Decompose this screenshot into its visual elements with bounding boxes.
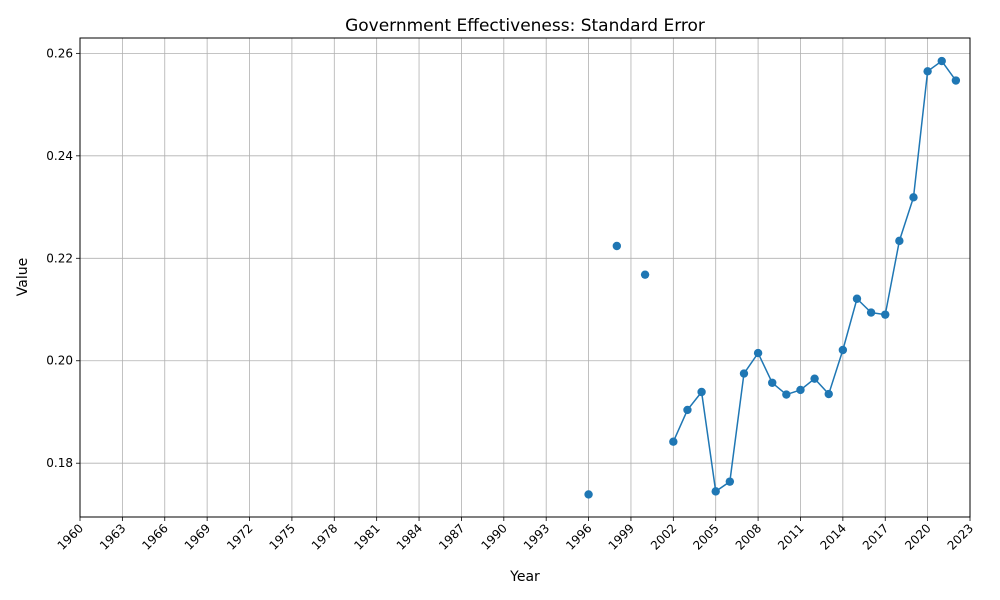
x-tick-label: 1981 (351, 521, 382, 552)
x-tick-label: 1999 (606, 521, 637, 552)
x-tick-label: 1984 (394, 521, 425, 552)
x-tick-label: 2011 (775, 521, 806, 552)
data-point (612, 241, 622, 251)
data-point (838, 345, 848, 355)
data-point (824, 389, 833, 399)
x-tick-label: 1987 (436, 521, 467, 552)
chart-title: Government Effectiveness: Standard Error (345, 16, 705, 36)
x-tick-label: 1990 (478, 521, 509, 552)
data-point (697, 387, 706, 397)
x-tick-label: 1978 (309, 521, 340, 552)
series-line-group (584, 56, 961, 499)
x-tick-label: 2017 (860, 521, 891, 552)
data-point (866, 308, 876, 317)
data-point (753, 348, 763, 358)
data-point (782, 390, 791, 399)
x-tick-label: 1972 (224, 521, 255, 552)
data-point (584, 490, 593, 499)
x-tick-label: 2005 (690, 521, 721, 552)
data-point (640, 270, 650, 279)
y-tick-label: 0.22 (46, 251, 73, 265)
data-point (923, 67, 932, 76)
grid (79, 38, 971, 517)
y-axis-label: Value (15, 258, 31, 296)
plot-frame (79, 37, 971, 518)
data-point (683, 405, 692, 415)
data-point (909, 193, 918, 202)
data-point (951, 76, 961, 85)
data-point (881, 310, 890, 319)
data-point (852, 294, 862, 303)
x-tick-label: 1993 (521, 521, 552, 552)
data-point (895, 236, 904, 246)
x-tick-label: 2023 (945, 521, 976, 552)
data-point (725, 477, 735, 486)
x-tick-label: 1996 (563, 521, 594, 552)
data-point (937, 56, 946, 66)
x-tick-label: 1975 (267, 521, 298, 552)
data-point (768, 378, 777, 387)
x-tick-label: 1969 (182, 521, 213, 552)
x-tick-label: 1963 (97, 521, 128, 552)
data-point (669, 437, 678, 446)
data-point (739, 369, 749, 378)
y-tick-label: 0.24 (46, 149, 73, 163)
x-tick-label: 2002 (648, 521, 679, 552)
x-tick-label: 2014 (817, 521, 848, 552)
data-point (796, 385, 805, 395)
x-tick-label: 1966 (139, 521, 170, 552)
x-tick-label: 2020 (902, 521, 933, 552)
x-tick-label: 2008 (733, 521, 764, 552)
y-axis: 0.18 0.20 0.22 0.24 0.26 (46, 46, 80, 470)
x-axis-label: Year (509, 569, 540, 585)
y-tick-label: 0.18 (46, 456, 73, 470)
x-tick-label: 1960 (55, 521, 86, 552)
y-tick-label: 0.26 (46, 46, 73, 60)
data-point (711, 487, 720, 496)
x-axis: 1960 1963 1966 1969 1972 1975 1978 1981 1984 1987… (55, 517, 976, 553)
data-point (810, 374, 819, 383)
y-tick-label: 0.20 (46, 354, 73, 368)
